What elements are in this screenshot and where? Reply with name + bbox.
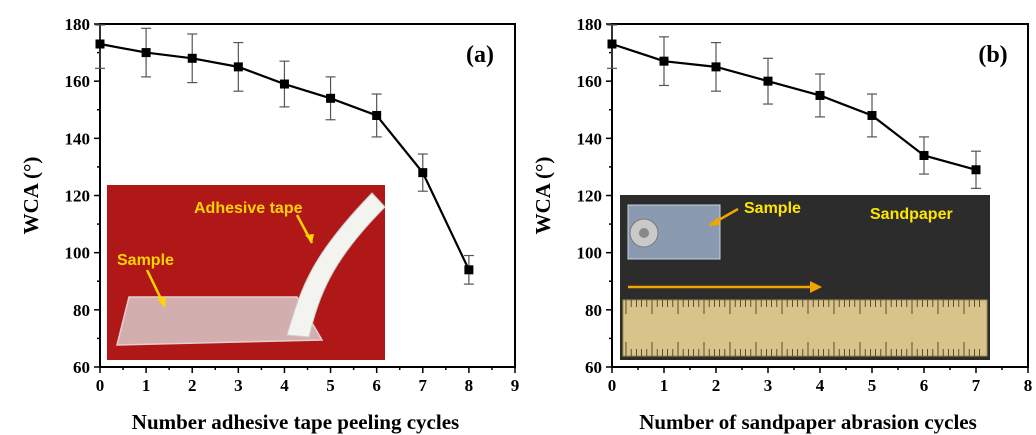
data-point: [95, 39, 105, 49]
direction-arrow-head: [810, 281, 822, 293]
y-tick-label: 140: [577, 129, 603, 148]
x-tick-label: 3: [764, 376, 773, 395]
panel-label: (b): [978, 42, 1007, 68]
inset-label-adhesive-tape: Adhesive tape: [194, 200, 303, 217]
panel-label: (a): [466, 42, 494, 68]
y-tick-label: 60: [73, 358, 90, 377]
y-tick-label: 80: [585, 301, 602, 320]
inset-photo-tape-test: Adhesive tape Sample: [107, 185, 386, 360]
data-point: [607, 39, 617, 49]
y-tick-label: 100: [577, 244, 603, 263]
y-tick-label: 140: [65, 129, 91, 148]
data-point: [711, 62, 721, 72]
tape-strip: [286, 192, 386, 338]
x-tick-label: 4: [280, 376, 289, 395]
data-point: [464, 265, 474, 275]
y-tick-label: 60: [585, 358, 602, 377]
inset-label-sample: Sample: [744, 200, 801, 217]
data-point: [279, 79, 289, 89]
x-tick-label: 8: [465, 376, 474, 395]
inset-label-sandpaper: Sandpaper: [870, 206, 953, 223]
y-tick-label: 180: [65, 15, 91, 34]
x-tick-label: 6: [920, 376, 929, 395]
data-point: [971, 165, 981, 175]
y-axis-title: WCA (°): [19, 157, 43, 235]
x-tick-label: 1: [660, 376, 669, 395]
y-tick-label: 120: [577, 187, 603, 206]
x-tick-label: 3: [234, 376, 243, 395]
data-point: [919, 150, 929, 160]
x-tick-label: 8: [1024, 376, 1033, 395]
y-tick-label: 160: [65, 72, 91, 91]
x-tick-label: 7: [419, 376, 428, 395]
x-tick-label: 1: [142, 376, 151, 395]
x-tick-label: 0: [96, 376, 105, 395]
y-tick-label: 100: [65, 244, 91, 263]
data-point: [763, 76, 773, 86]
x-axis-title: Number adhesive tape peeling cycles: [132, 410, 459, 434]
series-line: [611, 42, 977, 171]
data-point: [372, 110, 382, 120]
inset-label-sample: Sample: [117, 252, 174, 269]
x-tick-label: 4: [816, 376, 825, 395]
sample-slide: [116, 296, 324, 346]
x-axis-title: Number of sandpaper abrasion cycles: [639, 410, 977, 434]
data-point: [233, 62, 243, 72]
chart-panel-a: Adhesive tape Sample 0 1 2 3 4 5 6 7 8 9 60 80 100 120 1…: [19, 15, 519, 434]
y-axis-title: WCA (°): [531, 157, 555, 235]
arrow-head: [157, 297, 166, 307]
arrow-head: [305, 234, 314, 243]
x-tick-label: 7: [972, 376, 981, 395]
y-tick-label: 180: [577, 15, 603, 34]
x-tick-label: 9: [511, 376, 520, 395]
y-tick-label: 120: [65, 187, 91, 206]
data-point: [815, 90, 825, 100]
x-tick-label: 6: [372, 376, 381, 395]
x-tick-label: 2: [188, 376, 197, 395]
inset-photo-sandpaper-test: Sample Sandpaper: [620, 195, 990, 360]
data-point: [187, 53, 197, 63]
data-point: [141, 48, 151, 58]
x-tick-label: 5: [868, 376, 877, 395]
x-tick-label: 5: [326, 376, 335, 395]
y-tick-label: 80: [73, 301, 90, 320]
data-point: [418, 168, 428, 178]
y-tick-label: 160: [577, 72, 603, 91]
data-point: [326, 93, 336, 103]
weight-center: [639, 228, 649, 238]
data-point: [867, 110, 877, 120]
chart-panel-b: Sample Sandpaper 0 1 2 3 4 5 6 7 8 60 80 100 120 140 160…: [531, 15, 1032, 434]
x-tick-label: 0: [608, 376, 617, 395]
arrow-head: [708, 217, 720, 226]
data-point: [659, 56, 669, 66]
x-tick-label: 2: [712, 376, 721, 395]
ruler: [622, 299, 988, 357]
